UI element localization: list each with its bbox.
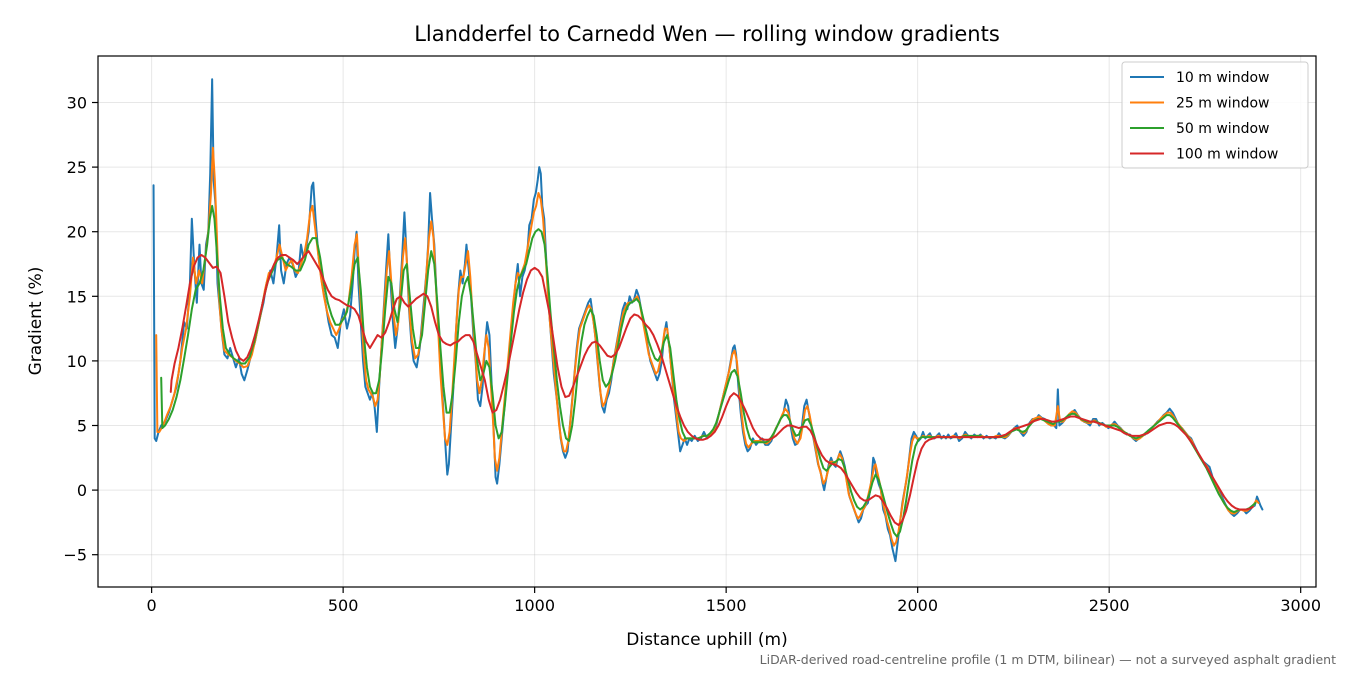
plot-area-frame [97, 55, 1317, 588]
legend-label: 25 m window [1176, 96, 1269, 112]
y-tick-label: 10 [67, 352, 87, 371]
x-tick-label: 1500 [706, 596, 747, 615]
y-axis-ticks: −5 0 5 10 15 20 25 30 [63, 94, 98, 565]
x-tick-label: 500 [328, 596, 359, 615]
y-tick-label: 0 [77, 481, 87, 500]
vertical-gridlines [151, 56, 1302, 587]
x-tick-label: 3000 [1280, 596, 1321, 615]
legend-label: 10 m window [1176, 70, 1269, 86]
y-tick-label: 15 [67, 287, 87, 306]
y-tick-label: 25 [67, 158, 87, 177]
chart-title: Llandderfel to Carnedd Wen — rolling win… [414, 22, 1000, 46]
legend-box [1121, 61, 1309, 169]
x-axis-ticks: 0 500 1000 1500 2000 2500 3000 [147, 587, 1321, 615]
x-axis-title: Distance uphill (m) [626, 630, 787, 650]
y-tick-label: 30 [67, 94, 87, 113]
y-tick-label: −5 [63, 546, 87, 565]
x-tick-label: 1000 [514, 596, 555, 615]
x-tick-label: 2000 [897, 596, 938, 615]
series-line-4 [169, 250, 1254, 526]
legend: 10 m window 25 m window 50 m window 100 m w… [1121, 61, 1309, 169]
legend-label: 50 m window [1176, 121, 1269, 137]
y-tick-label: 5 [77, 417, 87, 436]
footnote: LiDAR-derived road-centreline profile (1… [760, 652, 1336, 667]
series-lines [152, 78, 1264, 563]
legend-label: 100 m window [1176, 147, 1278, 163]
y-tick-label: 20 [67, 223, 87, 242]
series-line-2 [155, 146, 1260, 547]
x-tick-label: 2500 [1089, 596, 1130, 615]
x-tick-label: 0 [147, 596, 157, 615]
y-axis-title: Gradient (%) [26, 267, 46, 376]
